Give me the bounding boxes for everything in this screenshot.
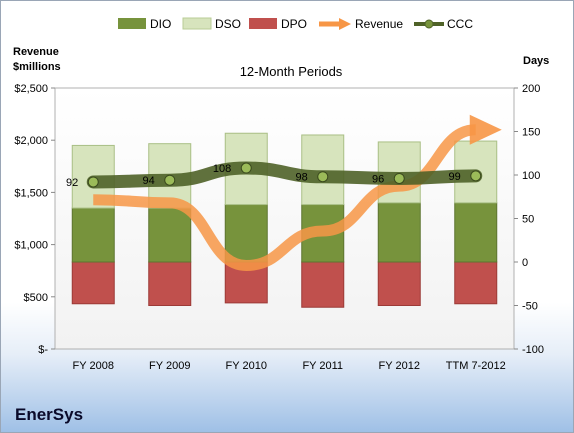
right-tick-label: 150: [522, 127, 540, 139]
bar-dio: [71, 207, 115, 263]
bar-dpo: [377, 261, 421, 306]
ccc-line: [86, 161, 483, 189]
left-tick-label: $500: [24, 292, 48, 304]
legend-label-dpo: DPO: [281, 17, 307, 31]
bar-dpo: [71, 261, 115, 305]
bar-dio: [224, 204, 268, 263]
legend-label-ccc: CCC: [447, 17, 473, 31]
legend-item-dpo: DPO: [249, 17, 307, 31]
legend: DIO DSO DPO Revenue CCC: [118, 17, 473, 31]
right-axis-title: Days: [523, 55, 549, 67]
bar-dpo: [148, 261, 192, 306]
legend-arrow-revenue: [339, 18, 351, 30]
ccc-series: 92 94 108 98 96 99: [66, 161, 483, 189]
ccc-data-label: 96: [372, 173, 384, 185]
ccc-point: [164, 174, 176, 186]
ccc-point: [240, 162, 252, 174]
right-tick-label: 100: [522, 170, 540, 182]
ccc-point: [87, 176, 99, 188]
legend-item-dio: DIO: [118, 17, 171, 31]
ccc-data-label: 99: [449, 171, 461, 183]
x-tick-label: FY 2011: [302, 360, 343, 372]
bar-dio: [454, 202, 498, 263]
legend-swatch-dio: [118, 18, 146, 29]
left-tick-label: $1,000: [14, 240, 48, 252]
legend-item-dso: DSO: [182, 17, 241, 31]
legend-item-ccc: CCC: [414, 17, 473, 31]
bar-dpo: [301, 261, 345, 308]
chart-title: 12-Month Periods: [240, 64, 343, 79]
revenue-arrowhead: [469, 114, 502, 145]
x-tick-label: FY 2009: [149, 360, 190, 372]
right-tick-label: 0: [522, 257, 528, 269]
left-axis-title-line2: $millions: [13, 61, 61, 73]
right-axis: -100 -50 0 50 100 150 200: [514, 83, 544, 356]
left-axis: $- $500 $1,000 $1,500 $2,000 $2,500: [14, 83, 55, 356]
left-tick-label: $2,000: [14, 135, 48, 147]
legend-item-revenue: Revenue: [319, 17, 403, 31]
legend-marker-ccc: [424, 19, 434, 29]
ccc-data-label: 94: [143, 175, 155, 187]
left-tick-label: $-: [38, 344, 48, 356]
ccc-data-label: 92: [66, 177, 78, 189]
x-tick-label: FY 2008: [73, 360, 114, 372]
bars-group: [71, 132, 498, 308]
x-tick-label: FY 2012: [379, 360, 420, 372]
x-tick-label: FY 2010: [226, 360, 267, 372]
right-tick-label: 50: [522, 214, 534, 226]
left-axis-title-line1: Revenue: [13, 46, 59, 58]
legend-swatch-dso: [182, 17, 212, 30]
bar-dpo: [454, 261, 498, 305]
left-tick-label: $2,500: [14, 83, 48, 95]
right-tick-label: -100: [522, 344, 544, 356]
ccc-point: [470, 170, 482, 182]
right-tick-label: 200: [522, 83, 540, 95]
legend-label-dso: DSO: [215, 17, 241, 31]
x-axis: FY 2008 FY 2009 FY 2010 FY 2011 FY 2012 TTM 7…: [73, 360, 506, 372]
legend-label-revenue: Revenue: [355, 17, 403, 31]
ccc-point: [393, 172, 405, 184]
plot-area: [54, 87, 515, 350]
bar-dio: [377, 202, 421, 263]
legend-swatch-dpo: [249, 18, 277, 29]
ccc-data-label: 98: [296, 172, 308, 184]
x-tick-label: TTM 7-2012: [446, 360, 506, 372]
ccc-point: [317, 171, 329, 183]
ccc-data-label: 108: [213, 163, 231, 175]
legend-label-dio: DIO: [150, 17, 171, 31]
bar-dio: [148, 207, 192, 263]
company-name: EnerSys: [15, 405, 84, 424]
left-tick-label: $1,500: [14, 187, 48, 199]
right-tick-label: -50: [522, 301, 538, 313]
